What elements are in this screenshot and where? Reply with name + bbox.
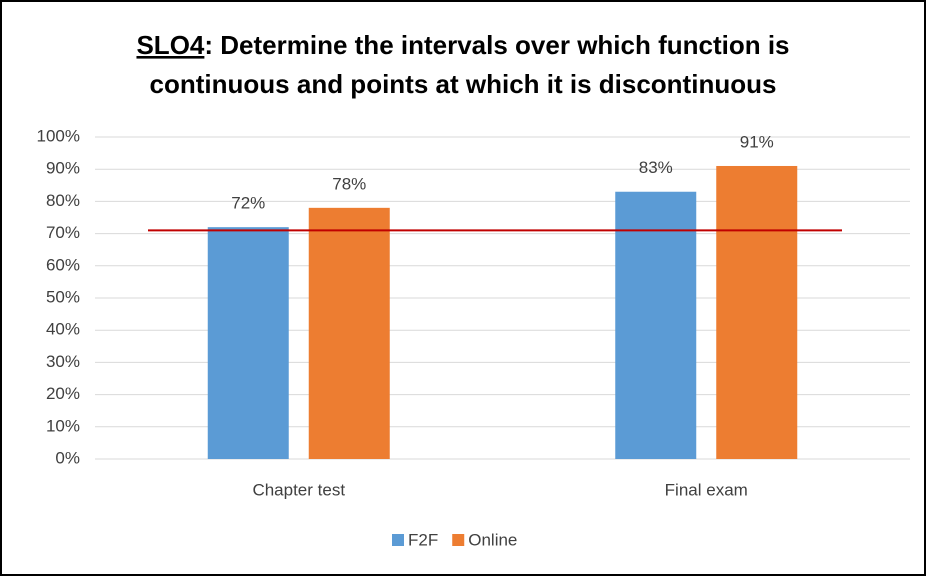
- y-tick-label: 70%: [46, 223, 80, 242]
- legend-label: Online: [468, 530, 517, 549]
- x-tick-label: Chapter test: [252, 480, 345, 499]
- bar: [615, 191, 697, 460]
- y-tick-label: 90%: [46, 159, 80, 178]
- legend-swatch: [452, 534, 465, 546]
- bar: [308, 207, 390, 459]
- y-tick-label: 100%: [37, 126, 80, 145]
- x-tick-label: Final exam: [665, 480, 748, 499]
- title-label: SLO4: [136, 30, 204, 60]
- value-label: 72%: [231, 194, 265, 213]
- bar: [207, 227, 289, 459]
- value-label: 83%: [639, 158, 673, 177]
- title-line: : Determine the intervals over which fun…: [204, 30, 789, 60]
- y-tick-label: 80%: [46, 191, 80, 210]
- y-tick-label: 10%: [46, 416, 80, 435]
- y-tick-label: 50%: [46, 287, 80, 306]
- title-line: continuous and points at which it is dis…: [150, 69, 777, 99]
- bar: [716, 165, 798, 460]
- chart-title: SLO4: Determine the intervals over which…: [136, 30, 789, 60]
- y-tick-label: 60%: [46, 255, 80, 274]
- legend-swatch: [392, 534, 404, 546]
- y-tick-label: 40%: [46, 320, 80, 339]
- value-label: 78%: [332, 174, 366, 193]
- y-tick-label: 30%: [46, 352, 80, 371]
- legend-label: F2F: [408, 530, 438, 549]
- value-label: 91%: [740, 132, 774, 151]
- y-tick-label: 0%: [55, 448, 80, 467]
- y-tick-label: 20%: [46, 384, 80, 403]
